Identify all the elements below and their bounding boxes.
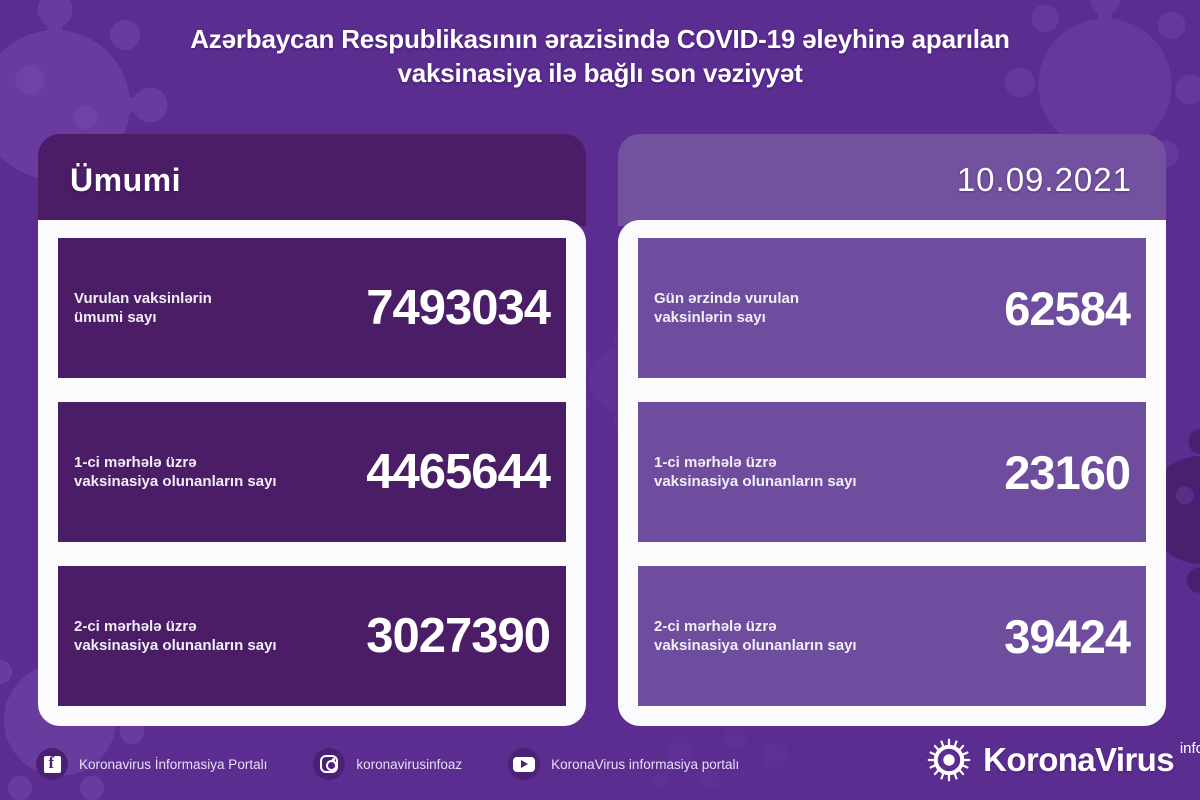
tab-umumi-label: Ümumi xyxy=(70,161,181,198)
stat-value: 39424 xyxy=(1004,609,1131,663)
stat-label: Gün ərzində vurulan vaksinlərin sayı xyxy=(654,290,800,326)
tab-date[interactable]: 10.09.2021 xyxy=(618,134,1166,226)
stat-value: 4465644 xyxy=(366,445,551,499)
stat-label: 2-ci mərhələ üzrə vaksinasiya olunanları… xyxy=(654,618,857,654)
social-link-facebook[interactable]: Koronavirus İnformasiya Portalı xyxy=(36,748,267,780)
panel-daily-body: Gün ərzində vurulan vaksinlərin sayı 625… xyxy=(618,220,1166,726)
instagram-icon xyxy=(313,748,346,780)
page-title: Azərbaycan Respublikasının ərazisində CO… xyxy=(0,22,1200,90)
logo-suffix: info xyxy=(1179,740,1200,757)
stat-label: 2-ci mərhələ üzrə vaksinasiya olunanları… xyxy=(74,618,277,654)
panel-total-body: Vurulan vaksinlərin ümumi sayı 7493034 1… xyxy=(38,220,586,726)
stat-label: 1-ci mərhələ üzrə vaksinasiya olunanları… xyxy=(654,454,857,490)
tab-date-label: 10.09.2021 xyxy=(956,161,1132,198)
stat-row: 1-ci mərhələ üzrə vaksinasiya olunanları… xyxy=(638,402,1146,542)
stat-value: 23160 xyxy=(1004,445,1131,499)
stat-value: 3027390 xyxy=(366,609,551,663)
stat-row: 2-ci mərhələ üzrə vaksinasiya olunanları… xyxy=(58,566,566,706)
footer-bar: Koronavirus İnformasiya Portalı koronavi… xyxy=(0,733,1200,795)
stat-row: Vurulan vaksinlərin ümumi sayı 7493034 xyxy=(58,238,566,378)
tab-umumi[interactable]: Ümumi xyxy=(38,134,586,226)
stat-row: 1-ci mərhələ üzrə vaksinasiya olunanları… xyxy=(58,402,566,542)
stat-row: Gün ərzində vurulan vaksinlərin sayı 625… xyxy=(638,238,1146,378)
title-line-2: vaksinasiya ilə bağlı son vəziyyət xyxy=(397,58,803,88)
virus-sun-icon xyxy=(927,738,971,782)
panel-daily: 10.09.2021 Gün ərzində vurulan vaksinlər… xyxy=(618,134,1166,726)
social-label-instagram: koronavirusinfoaz xyxy=(356,756,463,772)
youtube-icon xyxy=(508,748,541,780)
stat-value: 62584 xyxy=(1004,281,1131,335)
social-label-youtube: KoronaVirus informasiya portalı xyxy=(551,756,740,772)
title-line-1: Azərbaycan Respublikasının ərazisində CO… xyxy=(190,24,1010,54)
logo-text: KoronaVirus info xyxy=(983,740,1200,779)
logo-name: KoronaVirus xyxy=(983,741,1174,778)
panel-total: Ümumi Vurulan vaksinlərin ümumi sayı 749… xyxy=(38,134,586,726)
stat-row: 2-ci mərhələ üzrə vaksinasiya olunanları… xyxy=(638,566,1146,706)
social-link-youtube[interactable]: KoronaVirus informasiya portalı xyxy=(508,748,739,780)
social-link-instagram[interactable]: koronavirusinfoaz xyxy=(313,748,462,780)
koronavirus-logo[interactable]: KoronaVirus info xyxy=(927,738,1200,782)
facebook-icon xyxy=(36,748,68,780)
stat-label: 1-ci mərhələ üzrə vaksinasiya olunanları… xyxy=(74,454,277,490)
stat-label: Vurulan vaksinlərin ümumi sayı xyxy=(74,290,212,326)
social-label-facebook: Koronavirus İnformasiya Portalı xyxy=(79,756,268,772)
stat-value: 7493034 xyxy=(366,281,551,335)
